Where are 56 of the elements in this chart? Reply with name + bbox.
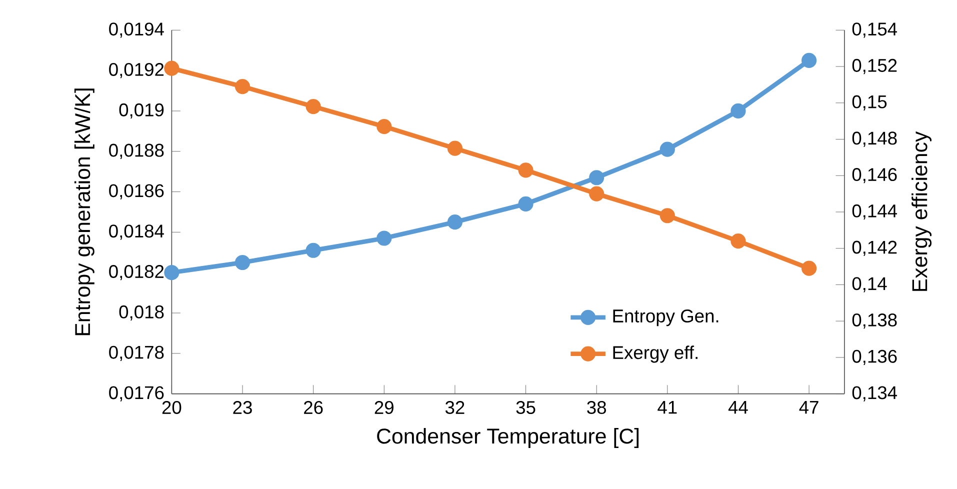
y2-tick-label: 0,144 — [852, 204, 898, 220]
point — [376, 230, 392, 246]
y2-tick-label: 0,138 — [852, 314, 897, 329]
x-axis-title: Condenser Temperature [C] — [377, 428, 639, 448]
y2-tick-label: 0,148 — [852, 132, 897, 147]
point — [660, 208, 675, 224]
point — [660, 142, 675, 157]
point — [802, 260, 817, 276]
y-tick-label: 0,0192 — [109, 63, 164, 78]
point — [164, 60, 180, 76]
y2-axis-title: Exergy efficiency — [912, 131, 932, 291]
y-tick-label: 0,0194 — [109, 22, 164, 38]
legend-label: Entropy Gen. — [613, 310, 718, 326]
y2-tick-label: 0,154 — [852, 22, 898, 38]
x-tick-label: 32 — [445, 401, 464, 414]
x-tick-label: 47 — [799, 401, 818, 414]
point — [376, 119, 392, 134]
point — [518, 162, 534, 178]
point — [730, 103, 746, 119]
y2-tick-label: 0,146 — [852, 168, 897, 184]
y2-tick-label: 0,15 — [852, 95, 887, 110]
x-tick-label: 38 — [587, 401, 606, 414]
point — [306, 99, 321, 114]
y2-tick-label: 0,152 — [852, 58, 897, 74]
x-tick-label: 35 — [516, 401, 536, 414]
y-tick-label: 0,0182 — [109, 265, 164, 280]
x-tick-label: 44 — [728, 401, 748, 414]
y-tick-label: 0,019 — [119, 103, 164, 119]
x-tick-label: 23 — [233, 401, 252, 414]
x-tick-label: 20 — [162, 401, 182, 414]
x-tick-label: 26 — [304, 401, 323, 414]
y-axis-title: Entropy generation [kW/K] — [74, 88, 94, 336]
y2-tick-label: 0,134 — [852, 386, 898, 402]
y-tick-label: 0,0176 — [109, 386, 164, 402]
y2-tick-label: 0,142 — [852, 240, 897, 256]
y-tick-label: 0,0186 — [109, 184, 164, 200]
y2-tick-label: 0,136 — [852, 350, 897, 366]
point — [234, 254, 250, 270]
y-tick-label: 0,0184 — [109, 224, 164, 240]
point — [234, 79, 250, 94]
point — [447, 140, 463, 156]
y-tick-label: 0,0188 — [109, 144, 164, 159]
y-tick-label: 0,0178 — [109, 346, 164, 361]
x-tick-label: 41 — [658, 401, 677, 414]
legend-label: Exergy eff. — [613, 346, 698, 363]
point — [306, 242, 321, 258]
point — [447, 214, 463, 230]
y-tick-label: 0,018 — [119, 305, 164, 321]
point — [589, 170, 604, 186]
y2-tick-label: 0,14 — [852, 277, 887, 292]
point — [164, 265, 180, 280]
x-tick-label: 29 — [374, 401, 394, 414]
point — [802, 52, 817, 68]
point — [518, 196, 534, 212]
point — [730, 234, 746, 249]
point — [589, 186, 604, 202]
